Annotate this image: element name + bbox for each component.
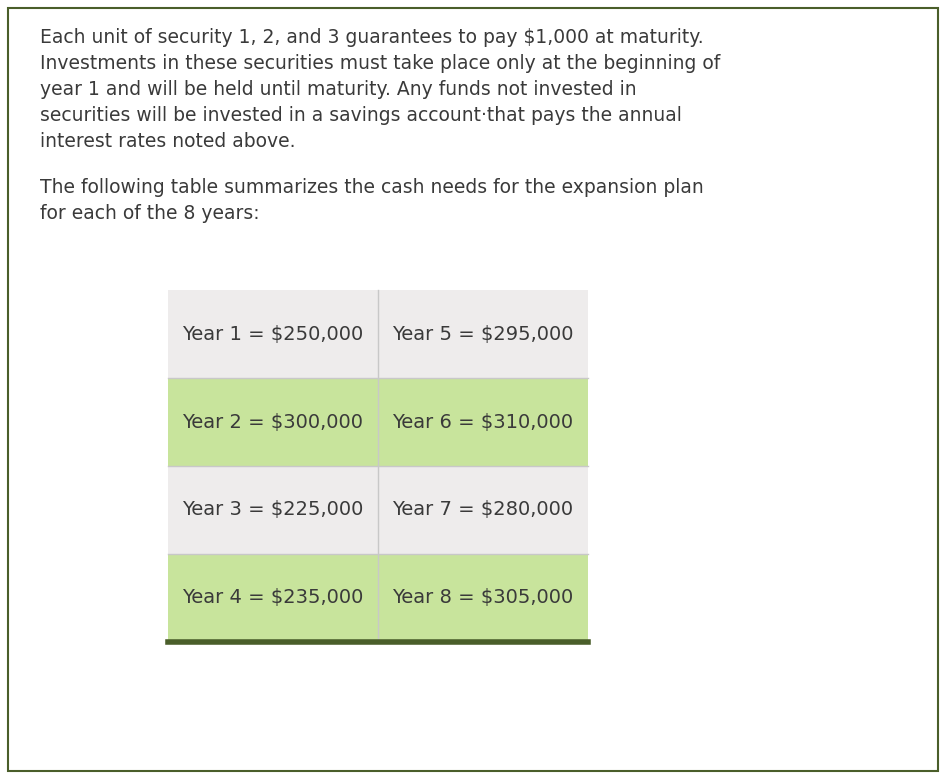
Bar — [168, 378, 378, 466]
Text: Year 8 = $305,000: Year 8 = $305,000 — [393, 588, 573, 608]
Text: Year 6 = $310,000: Year 6 = $310,000 — [393, 413, 573, 432]
Bar — [168, 290, 378, 378]
Text: The following table summarizes the cash needs for the expansion plan: The following table summarizes the cash … — [40, 178, 704, 197]
Bar — [378, 378, 588, 466]
Text: for each of the 8 years:: for each of the 8 years: — [40, 204, 259, 223]
Bar — [168, 554, 378, 642]
Text: Investments in these securities must take place only at the beginning of: Investments in these securities must tak… — [40, 54, 720, 73]
Bar — [168, 466, 378, 554]
Text: year 1 and will be held until maturity. Any funds not invested in: year 1 and will be held until maturity. … — [40, 80, 637, 99]
Text: Year 1 = $250,000: Year 1 = $250,000 — [183, 325, 363, 344]
Bar — [378, 290, 588, 378]
Text: Each unit of security 1, 2, and 3 guarantees to pay $1,000 at maturity.: Each unit of security 1, 2, and 3 guaran… — [40, 28, 704, 47]
Bar — [378, 554, 588, 642]
Text: Year 3 = $225,000: Year 3 = $225,000 — [183, 500, 363, 520]
Text: Year 4 = $235,000: Year 4 = $235,000 — [183, 588, 363, 608]
Text: securities will be invested in a savings account·that pays the annual: securities will be invested in a savings… — [40, 106, 682, 125]
Bar — [378, 466, 588, 554]
Text: Year 7 = $280,000: Year 7 = $280,000 — [393, 500, 573, 520]
Text: interest rates noted above.: interest rates noted above. — [40, 132, 295, 151]
Text: Year 5 = $295,000: Year 5 = $295,000 — [393, 325, 574, 344]
Text: Year 2 = $300,000: Year 2 = $300,000 — [183, 413, 363, 432]
